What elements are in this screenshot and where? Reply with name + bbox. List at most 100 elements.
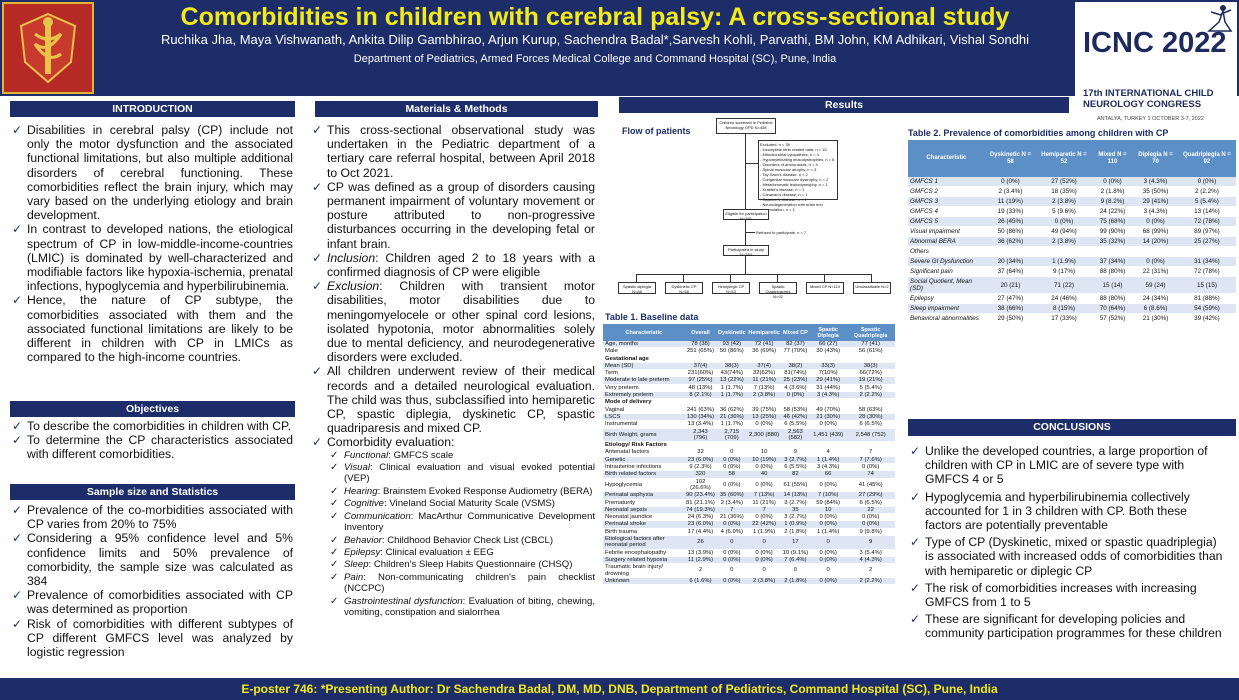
table-cell: 2 (2.2%) <box>846 577 895 586</box>
table-cell: 0 <box>747 563 781 578</box>
table-cell: 24 (22%) <box>1091 206 1134 217</box>
introduction-point: Disabilities in cerebral palsy (CP) incl… <box>10 123 293 222</box>
table-cell: 32 <box>684 448 717 457</box>
table-cell: 0 (0%) <box>1036 216 1092 227</box>
table1-header-cell: Mixed CP <box>780 324 810 341</box>
table-cell: 27 (29%) <box>846 491 895 500</box>
table1-header-cell: Spastic Diplegia <box>809 324 847 341</box>
table-cell: Mean (SD) <box>603 362 685 371</box>
flow-connector <box>745 134 746 209</box>
methods-heading: Materials & Methods <box>315 101 598 117</box>
table-cell <box>780 398 810 407</box>
table-cell: 78 (38) <box>684 341 717 349</box>
table-cell: 3 (2.7%) <box>780 456 810 465</box>
table-cell: Abnormal BERA <box>908 236 985 247</box>
table-cell: Moderate to late preterm <box>603 376 685 385</box>
table-cell: 0 (0%) <box>809 549 847 557</box>
table-row: Term 231(60%) 43(74%) 32(62%) 81(74%) 7(10%) 6… <box>603 369 895 378</box>
methods-section: This cross-sectional observational study… <box>310 123 595 619</box>
methods-point: CP was defined as a group of disorders c… <box>310 180 595 251</box>
table-cell: 77 (70%) <box>780 347 810 356</box>
table-cell: 41 (45%) <box>846 478 895 493</box>
table-cell: 2 (3.4%) <box>984 186 1037 197</box>
table-cell: 11 (21%) <box>747 499 781 507</box>
table-cell: Antenatal factors <box>603 448 685 457</box>
table-cell <box>1133 246 1178 257</box>
afmc-emblem-logo <box>2 2 94 94</box>
table-cell: 39 (42%) <box>1177 313 1236 324</box>
table-cell: 0 (0%) <box>716 520 748 529</box>
table-cell: 22 <box>846 506 895 515</box>
evaluation-item: Visual: Clinical evaluation and visual e… <box>324 462 595 485</box>
table-cell: Instrumental <box>603 420 685 429</box>
table-cell: Birth Weight, grams <box>603 428 685 443</box>
sample-size-heading: Sample size and Statistics <box>10 484 295 500</box>
table-cell: 7 <box>846 448 895 457</box>
footer-bar: E-poster 746: *Presenting Author: Dr Sac… <box>0 678 1239 700</box>
table-cell: Term <box>603 369 685 378</box>
table-cell: 11 (2.9%) <box>684 556 717 565</box>
table-cell: Severe GI Dysfunction <box>908 256 985 267</box>
table-cell: Intrauterine infections <box>603 463 685 472</box>
table-cell: GMFCS 5 <box>908 216 985 227</box>
table-cell: 7 (7.6%) <box>846 456 895 465</box>
table-cell: GMFCS 3 <box>908 196 985 207</box>
table-cell: 2 <box>846 563 895 578</box>
objectives-section: To describe the comorbidities in childre… <box>10 419 293 462</box>
table-cell <box>809 355 847 363</box>
table-cell: 0 <box>809 535 847 550</box>
table-cell: 26 <box>684 535 717 550</box>
table2-header-cell: Diplegia N = 70 <box>1133 140 1178 177</box>
icnc-logo: ICNC 2022 17th INTERNATIONAL CHILD NEURO… <box>1075 2 1237 128</box>
table-cell: 6 (8.6%) <box>1133 303 1178 314</box>
table-cell: Gestational age <box>603 355 685 363</box>
table-cell: 15 (15) <box>1177 276 1236 294</box>
table-cell: 58 (53%) <box>780 406 810 414</box>
table-row: Sleep impairment 38 (66%) 8 (15%) 70 (64%) 6… <box>908 303 1236 314</box>
table-cell: 35 (32%) <box>1091 236 1134 247</box>
table-cell: 74 <box>846 470 895 479</box>
table-cell: 5 (9.6%) <box>1036 206 1092 217</box>
evaluation-item: Gastrointestinal dysfunction: Evaluation… <box>324 596 595 619</box>
table-cell: 0 <box>716 563 748 578</box>
table-row: GMFCS 5 26 (45%) 0 (0%) 75 (68%) 0 (0%) 72 (7… <box>908 216 1236 227</box>
table-cell <box>684 441 717 450</box>
table-cell: 66 (27) <box>809 341 847 349</box>
table-cell: 7 <box>747 506 781 515</box>
table-cell: 13 (3.9%) <box>684 549 717 557</box>
table-cell: 59 (24) <box>1133 276 1178 294</box>
table-cell <box>716 398 748 407</box>
table1-header-cell: Dyskinetic <box>716 324 748 341</box>
table-cell: 20 (21) <box>984 276 1037 294</box>
table2-header-cell: Hemiparetic N = 52 <box>1036 140 1092 177</box>
table1-header-cell: Hemiparetic <box>747 324 781 341</box>
table-cell: 102 (26.6%) <box>684 478 717 493</box>
evaluation-item: Behavior: Childhood Behavior Check List … <box>324 535 595 547</box>
methods-point: Exclusion: Children with transient motor… <box>310 279 595 364</box>
table-cell <box>984 246 1037 257</box>
table-cell <box>716 441 748 450</box>
table-cell: 38(3) <box>846 362 895 371</box>
whirling-dancer-icon <box>1207 5 1233 32</box>
table-cell: 231(60%) <box>684 369 717 378</box>
table-cell: 71 (22) <box>1036 276 1092 294</box>
flow-refused: Refused to participate, n = 7 <box>756 230 807 235</box>
table-cell: 130 (34%) <box>684 413 717 422</box>
table-cell: 2 (3.8%) <box>747 577 781 586</box>
table-cell: 6 (5.5%) <box>780 463 810 472</box>
flow-group-box: Spastic Quadriparesis N=92 <box>759 282 797 299</box>
table-cell: 30 (43%) <box>809 347 847 356</box>
baseline-data-table: Characteristic Overall Dyskinetic Hemiparet… <box>603 324 895 586</box>
table-row: Intrauterine infections 9 (2.3%) 0 (0%) 0 (… <box>603 463 895 472</box>
table-cell: 22 (31%) <box>1133 266 1178 277</box>
table-row: Unknown 6 (1.6%) 0 (0%) 2 (3.8%) 2 (1.8%) 0 (… <box>603 577 895 586</box>
table-row: Mode of delivery <box>603 398 895 407</box>
table-cell: 2 (1.8%) <box>780 577 810 586</box>
table-cell: 3 (2.7%) <box>780 513 810 522</box>
table-cell: Age, months <box>603 341 685 349</box>
table-cell: 29 (41%) <box>1133 196 1178 207</box>
table-row: Vaginal 241 (63%) 36 (62%) 39 (75%) 58 (53%)… <box>603 406 895 414</box>
flow-participated-box: Participated in study N=384 <box>723 245 769 257</box>
table-cell <box>846 355 895 363</box>
table-row: GMFCS 4 19 (33%) 5 (9.6%) 24 (22%) 3 (4.3%) 1… <box>908 206 1236 217</box>
